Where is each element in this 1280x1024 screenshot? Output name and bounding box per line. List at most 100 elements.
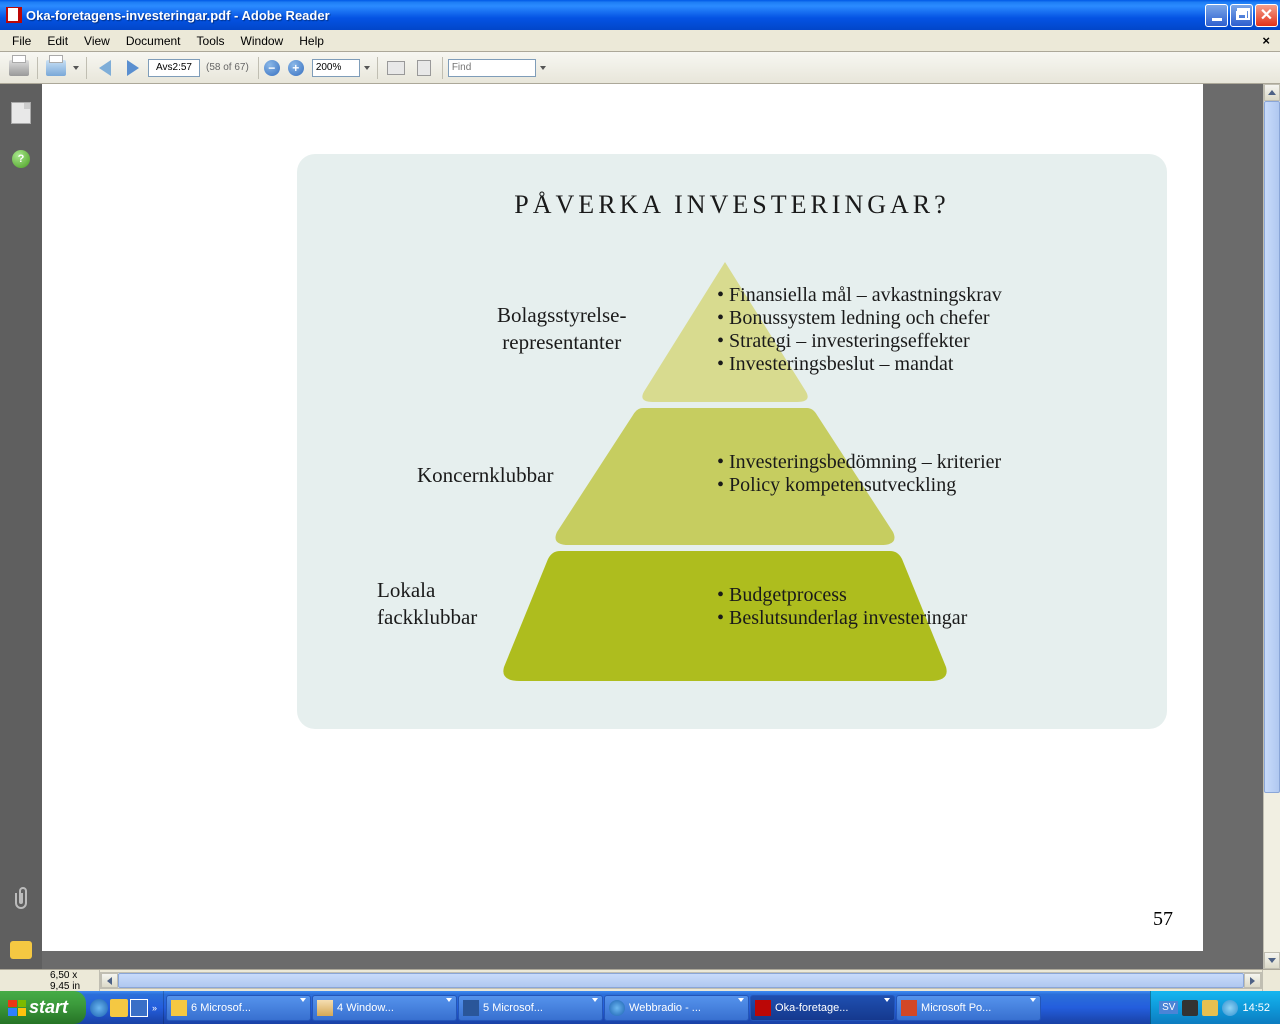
level-2-label: Koncernklubbar xyxy=(417,462,553,489)
tray-icon-2[interactable] xyxy=(1202,1000,1218,1016)
outlook-icon[interactable] xyxy=(110,999,128,1017)
diagram-container: PÅVERKA INVESTERINGAR? Bolagsstyrelse- r… xyxy=(297,154,1167,729)
email-dropdown[interactable] xyxy=(71,66,81,70)
comments-button[interactable] xyxy=(10,941,32,959)
zoom-out-button[interactable]: − xyxy=(264,60,280,76)
windows-taskbar: start » 6 Microsof... 4 Window... 5 Micros… xyxy=(0,991,1280,1024)
page-dimensions: 6,50 x 9,45 in xyxy=(0,970,100,991)
outlook-icon xyxy=(171,1000,187,1016)
menu-edit[interactable]: Edit xyxy=(39,32,76,50)
system-tray: SV 14:52 xyxy=(1150,991,1280,1024)
menu-window[interactable]: Window xyxy=(233,32,292,50)
folder-icon xyxy=(317,1000,333,1016)
scroll-thumb-h[interactable] xyxy=(118,973,1244,988)
quick-launch: » xyxy=(86,991,164,1024)
zoom-input[interactable] xyxy=(312,59,360,77)
word-icon xyxy=(463,1000,479,1016)
chevron-down-icon xyxy=(300,1002,306,1014)
page-count-label: (58 of 67) xyxy=(206,62,249,73)
taskbar-item[interactable]: Webbradio - ... xyxy=(604,995,749,1021)
scroll-right-button[interactable] xyxy=(1244,973,1261,988)
tray-icon-3[interactable] xyxy=(1222,1000,1238,1016)
chevron-down-icon xyxy=(1030,1002,1036,1014)
taskbar-item-label: 5 Microsof... xyxy=(483,1002,543,1014)
show-desktop-icon[interactable] xyxy=(130,999,148,1017)
chevron-down-icon xyxy=(592,1002,598,1014)
help-button[interactable]: ? xyxy=(12,150,30,168)
next-page-button[interactable] xyxy=(120,55,146,81)
print-icon xyxy=(9,60,29,76)
chevron-down-icon xyxy=(738,1002,744,1014)
maximize-button[interactable] xyxy=(1230,4,1253,27)
taskbar-items: 6 Microsof... 4 Window... 5 Microsof... Web… xyxy=(164,991,1150,1024)
menu-bar: File Edit View Document Tools Window Hel… xyxy=(0,30,1280,52)
level-3-label: Lokala fackklubbar xyxy=(377,577,477,632)
window-title: Oka-foretagens-investeringar.pdf - Adobe… xyxy=(26,8,1205,23)
window-titlebar: Oka-foretagens-investeringar.pdf - Adobe… xyxy=(0,0,1280,30)
pdf-app-icon xyxy=(6,7,22,23)
zoom-dropdown[interactable] xyxy=(362,66,372,70)
level-3-bullets: Budgetprocess Beslutsunderlag investerin… xyxy=(717,584,967,630)
taskbar-item[interactable]: 4 Window... xyxy=(312,995,457,1021)
ie-icon xyxy=(609,1000,625,1016)
taskbar-item-label: Webbradio - ... xyxy=(629,1002,701,1014)
fit-page-button[interactable] xyxy=(411,55,437,81)
level-1-label: Bolagsstyrelse- representanter xyxy=(497,302,626,357)
taskbar-item[interactable]: 6 Microsof... xyxy=(166,995,311,1021)
close-button[interactable]: ✕ xyxy=(1255,4,1278,27)
attachments-button[interactable] xyxy=(12,887,30,909)
start-button[interactable]: start xyxy=(0,991,86,1024)
pdf-page: PÅVERKA INVESTERINGAR? Bolagsstyrelse- r… xyxy=(42,84,1203,951)
email-button[interactable] xyxy=(43,55,69,81)
scroll-down-button[interactable] xyxy=(1264,952,1280,969)
next-icon xyxy=(127,60,139,76)
menu-help[interactable]: Help xyxy=(291,32,332,50)
fit-width-button[interactable] xyxy=(383,55,409,81)
menu-view[interactable]: View xyxy=(76,32,118,50)
clock[interactable]: 14:52 xyxy=(1242,1002,1270,1014)
minimize-button[interactable] xyxy=(1205,4,1228,27)
taskbar-item[interactable]: 5 Microsof... xyxy=(458,995,603,1021)
scroll-thumb[interactable] xyxy=(1264,101,1280,793)
scroll-left-button[interactable] xyxy=(101,973,118,988)
page-number-input[interactable] xyxy=(148,59,200,77)
menu-document[interactable]: Document xyxy=(118,32,189,50)
taskbar-item-label: Microsoft Po... xyxy=(921,1002,991,1014)
menu-file[interactable]: File xyxy=(4,32,39,50)
vertical-scrollbar[interactable] xyxy=(1263,84,1280,969)
level-2-bullets: Investeringsbedömning – kriterier Policy… xyxy=(717,451,1001,497)
document-view[interactable]: PÅVERKA INVESTERINGAR? Bolagsstyrelse- r… xyxy=(42,84,1280,969)
fit-page-icon xyxy=(417,60,431,76)
taskbar-item[interactable]: Microsoft Po... xyxy=(896,995,1041,1021)
tray-icon-1[interactable] xyxy=(1182,1000,1198,1016)
pdf-icon xyxy=(755,1000,771,1016)
taskbar-item-label: 6 Microsof... xyxy=(191,1002,251,1014)
chevron-down-icon xyxy=(884,1002,890,1014)
menu-tools[interactable]: Tools xyxy=(189,32,233,50)
horizontal-scrollbar[interactable] xyxy=(100,972,1262,989)
fit-width-icon xyxy=(387,61,405,75)
zoom-in-button[interactable]: + xyxy=(288,60,304,76)
prev-icon xyxy=(99,60,111,76)
find-dropdown[interactable] xyxy=(538,66,548,70)
ie-icon[interactable] xyxy=(90,999,108,1017)
find-input[interactable] xyxy=(448,59,536,77)
taskbar-item-label: 4 Window... xyxy=(337,1002,394,1014)
level-1-bullets: Finansiella mål – avkastningskrav Bonuss… xyxy=(717,284,1002,376)
status-bar: 6,50 x 9,45 in xyxy=(0,969,1280,991)
language-indicator[interactable]: SV xyxy=(1159,1001,1178,1014)
taskbar-item[interactable]: Oka-foretage... xyxy=(750,995,895,1021)
page-number: 57 xyxy=(1153,908,1173,931)
windows-logo-icon xyxy=(8,1000,26,1016)
prev-page-button[interactable] xyxy=(92,55,118,81)
email-icon xyxy=(46,60,66,76)
toolbar: (58 of 67) − + xyxy=(0,52,1280,84)
pp-icon xyxy=(901,1000,917,1016)
chevron-down-icon xyxy=(446,1002,452,1014)
pages-panel-button[interactable] xyxy=(11,102,31,124)
print-button[interactable] xyxy=(6,55,32,81)
scroll-up-button[interactable] xyxy=(1264,84,1280,101)
navigation-panel: ? xyxy=(0,84,42,969)
close-doc-button[interactable]: × xyxy=(1262,33,1276,48)
taskbar-item-label: Oka-foretage... xyxy=(775,1002,848,1014)
